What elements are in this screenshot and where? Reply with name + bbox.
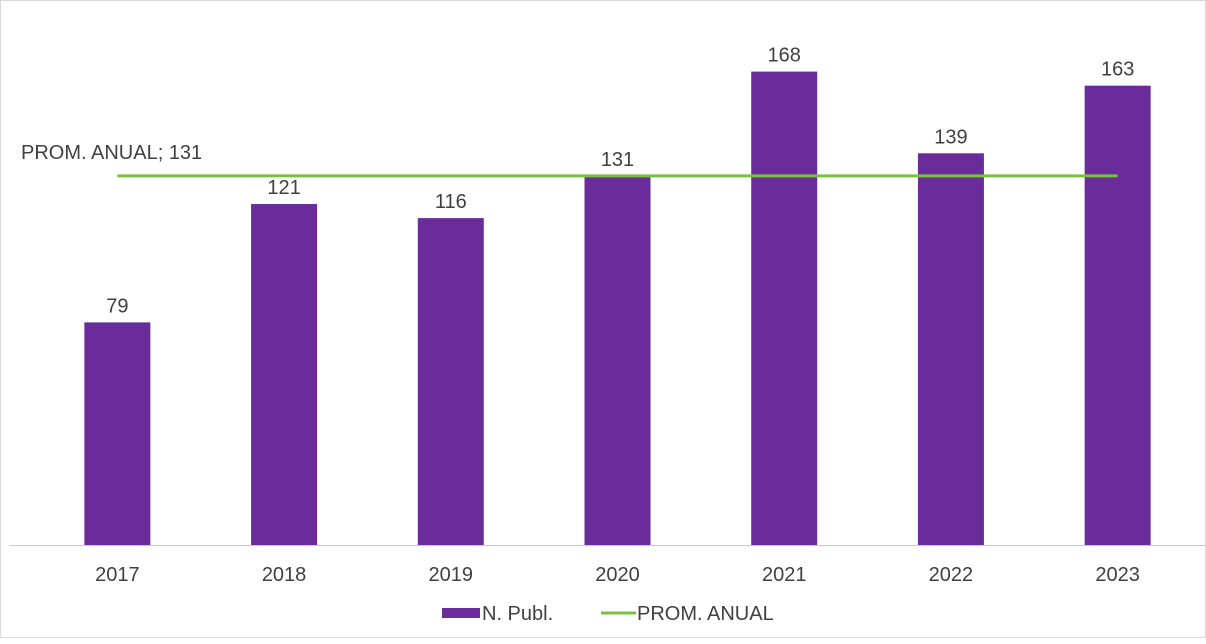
data-label-2023: 163 <box>1101 59 1134 81</box>
bar-2021 <box>751 71 818 546</box>
data-label-2022: 139 <box>934 126 967 148</box>
x-tick-2020: 2020 <box>595 564 640 586</box>
bar-2020 <box>584 175 651 546</box>
bars-group <box>84 71 1151 546</box>
data-label-2018: 121 <box>267 177 300 199</box>
x-tick-2019: 2019 <box>429 564 474 586</box>
data-label-2019: 116 <box>435 191 467 213</box>
bar-2019 <box>417 218 484 545</box>
legend-label-line: PROM. ANUAL <box>637 603 774 625</box>
x-tick-2023: 2023 <box>1095 564 1140 586</box>
average-line-label: PROM. ANUAL; 131 <box>21 142 202 164</box>
x-tick-2021: 2021 <box>762 564 807 586</box>
data-label-2021: 168 <box>768 45 801 67</box>
x-tick-2022: 2022 <box>929 564 974 586</box>
data-label-2020: 131 <box>601 149 634 171</box>
bar-2018 <box>251 204 318 545</box>
x-tick-2018: 2018 <box>262 564 307 586</box>
data-label-2017: 79 <box>106 295 128 317</box>
bar-2022 <box>917 153 984 545</box>
bar-labels-group: 79 121 116 131 168 139 163 <box>106 45 1134 318</box>
bar-2023 <box>1084 85 1151 545</box>
legend-label-bar: N. Publ. <box>482 603 553 625</box>
legend-swatch-bar <box>442 608 480 618</box>
bar-2017 <box>84 322 151 545</box>
legend: N. Publ. PROM. ANUAL <box>442 603 774 625</box>
x-tick-labels-group: 2017 2018 2019 2020 2021 2022 2023 <box>95 564 1140 586</box>
x-tick-2017: 2017 <box>95 564 140 586</box>
